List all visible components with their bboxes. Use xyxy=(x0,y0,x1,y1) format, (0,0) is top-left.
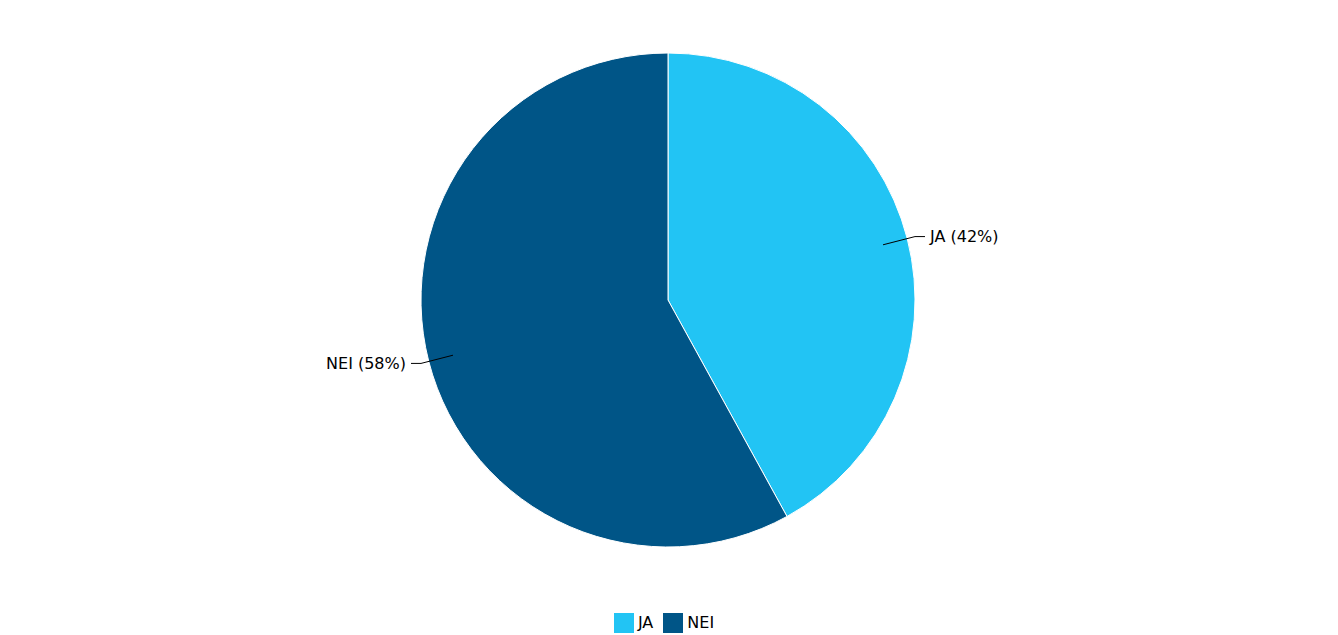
svg-text:NEI (58%): NEI (58%) xyxy=(326,354,406,373)
html-text:JA: JA xyxy=(637,612,654,632)
html-text:NEI: NEI xyxy=(687,612,715,632)
svg-text:JA (42%): JA (42%) xyxy=(929,227,999,246)
